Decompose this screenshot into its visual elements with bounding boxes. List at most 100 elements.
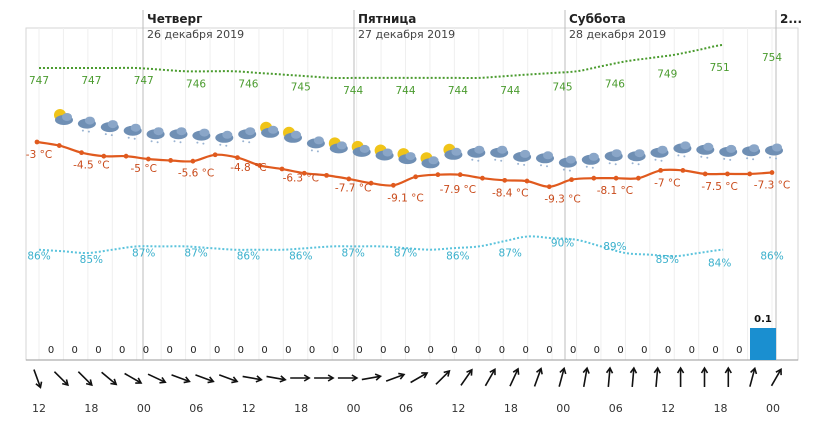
day-name: Четверг [147, 12, 202, 26]
wind-head [489, 367, 496, 376]
sun-cloud-icon [283, 126, 302, 143]
sun-cloud-icon [260, 121, 280, 138]
precipitation-label: 0 [404, 345, 410, 356]
precipitation-label: 0 [309, 345, 315, 356]
precipitation-label: 0 [238, 345, 244, 356]
temperature-label: -6.3 °C [283, 172, 319, 184]
sun-cloud-icon [397, 148, 417, 165]
wind-shaft [749, 369, 756, 387]
precipitation-series: 0 0 0 0 0 0 0 0 0 0 0 0 0 0 0 0 0 0 0 0 0 0 0 0 0 0 0 0 0 0 0.1 [48, 314, 776, 360]
x-tick-label: 00 [347, 402, 361, 415]
precipitation-label: 0 [190, 345, 196, 356]
wind-arrow-icon [195, 374, 215, 384]
temperature-label: -8.1 °C [597, 185, 633, 197]
x-tick-label: 18 [294, 402, 308, 415]
temperature-point [480, 175, 485, 181]
cloud-snow-icon [719, 144, 738, 161]
snow-dot [133, 137, 136, 140]
snow-dot [562, 168, 565, 171]
temperature-point [257, 163, 263, 168]
wind-arrow-icon [314, 374, 335, 382]
wind-head [85, 379, 93, 387]
cloud-snow-icon [146, 127, 165, 144]
cloud-shape [726, 144, 737, 153]
snow-dot [494, 158, 497, 161]
wind-arrow-icon [361, 373, 383, 381]
humidity-label: 84% [708, 257, 731, 269]
cloud-shape [749, 144, 760, 153]
cloud-shape [520, 149, 531, 158]
temperature-label: -9.1 °C [387, 192, 423, 204]
temperature-point [546, 184, 552, 190]
wind-arrow-icon [724, 366, 732, 387]
cloud-snow-icon [123, 123, 142, 140]
cloud-shape [474, 145, 485, 154]
wind-arrow-icon [218, 374, 239, 384]
wind-shaft [607, 368, 611, 388]
temperature-line [36, 140, 773, 188]
pressure-label: 744 [395, 85, 415, 97]
pressure-label: 745 [291, 82, 311, 94]
precipitation-label: 0 [546, 345, 552, 356]
wind-head [700, 366, 709, 374]
pressure-label: 747 [81, 75, 101, 87]
cloud-shape [107, 120, 118, 129]
snow-dot [775, 157, 777, 160]
humidity-label: 85% [80, 254, 103, 266]
wind-head [582, 366, 590, 374]
temperature-point [235, 155, 240, 161]
snow-dot [660, 159, 663, 162]
x-tick-label: 18 [504, 402, 518, 415]
cloud-shape [359, 144, 370, 153]
temperature-point [413, 174, 419, 180]
wind-head [653, 366, 661, 374]
cloud-shape [222, 130, 233, 139]
wind-arrow-icon [266, 375, 287, 383]
wind-arrow-icon [171, 374, 191, 384]
wind-head [279, 375, 287, 383]
temperature-point [635, 175, 641, 181]
x-tick-label: 12 [242, 402, 256, 415]
wind-head [605, 366, 614, 374]
temperature-point [725, 171, 730, 177]
cloud-snow-icon [581, 152, 600, 169]
cloud-shape [130, 123, 141, 132]
snow-dot [500, 159, 503, 162]
wind-head [255, 375, 263, 383]
humidity-label: 90% [551, 238, 574, 250]
wind-shaft [124, 372, 141, 384]
cloud-snow-icon [604, 149, 623, 166]
humidity-label: 86% [237, 251, 260, 263]
temperature-point [680, 168, 686, 173]
pressure-label: 746 [238, 78, 258, 90]
wind-shaft [101, 371, 116, 385]
wind-arrow-icon [124, 372, 143, 384]
wind-shaft [33, 369, 41, 387]
snow-dot [196, 141, 199, 144]
wind-head [231, 376, 239, 384]
temperature-point [79, 150, 84, 156]
wind-shaft [218, 374, 237, 382]
wind-arrow-icon [605, 366, 614, 388]
cloud-shape [62, 113, 72, 121]
precipitation-label: 0 [380, 345, 386, 356]
precipitation-bar [750, 328, 776, 360]
humidity-label: 86% [27, 251, 50, 263]
snow-dot [81, 129, 84, 132]
x-axis: 12 18 00 06 12 18 00 06 12 18 00 06 12 18 00 [32, 402, 780, 415]
wind-head [559, 366, 567, 375]
temperature-point [190, 158, 196, 164]
snow-dot [104, 133, 107, 136]
wind-shaft [558, 369, 565, 387]
sun-cloud-icon [443, 143, 463, 160]
temperature-point [123, 153, 129, 159]
wind-arrow-icon [749, 366, 758, 387]
temperature-label: -7.3 °C [754, 180, 790, 192]
precipitation-label: 0 [570, 345, 576, 356]
wind-arrow-icon [101, 371, 118, 386]
humidity-label: 86% [760, 251, 783, 263]
wind-arrow-icon [653, 366, 661, 388]
wind-shaft [171, 374, 189, 382]
precipitation-label: 0 [736, 345, 742, 356]
x-tick-label: 06 [189, 402, 203, 415]
